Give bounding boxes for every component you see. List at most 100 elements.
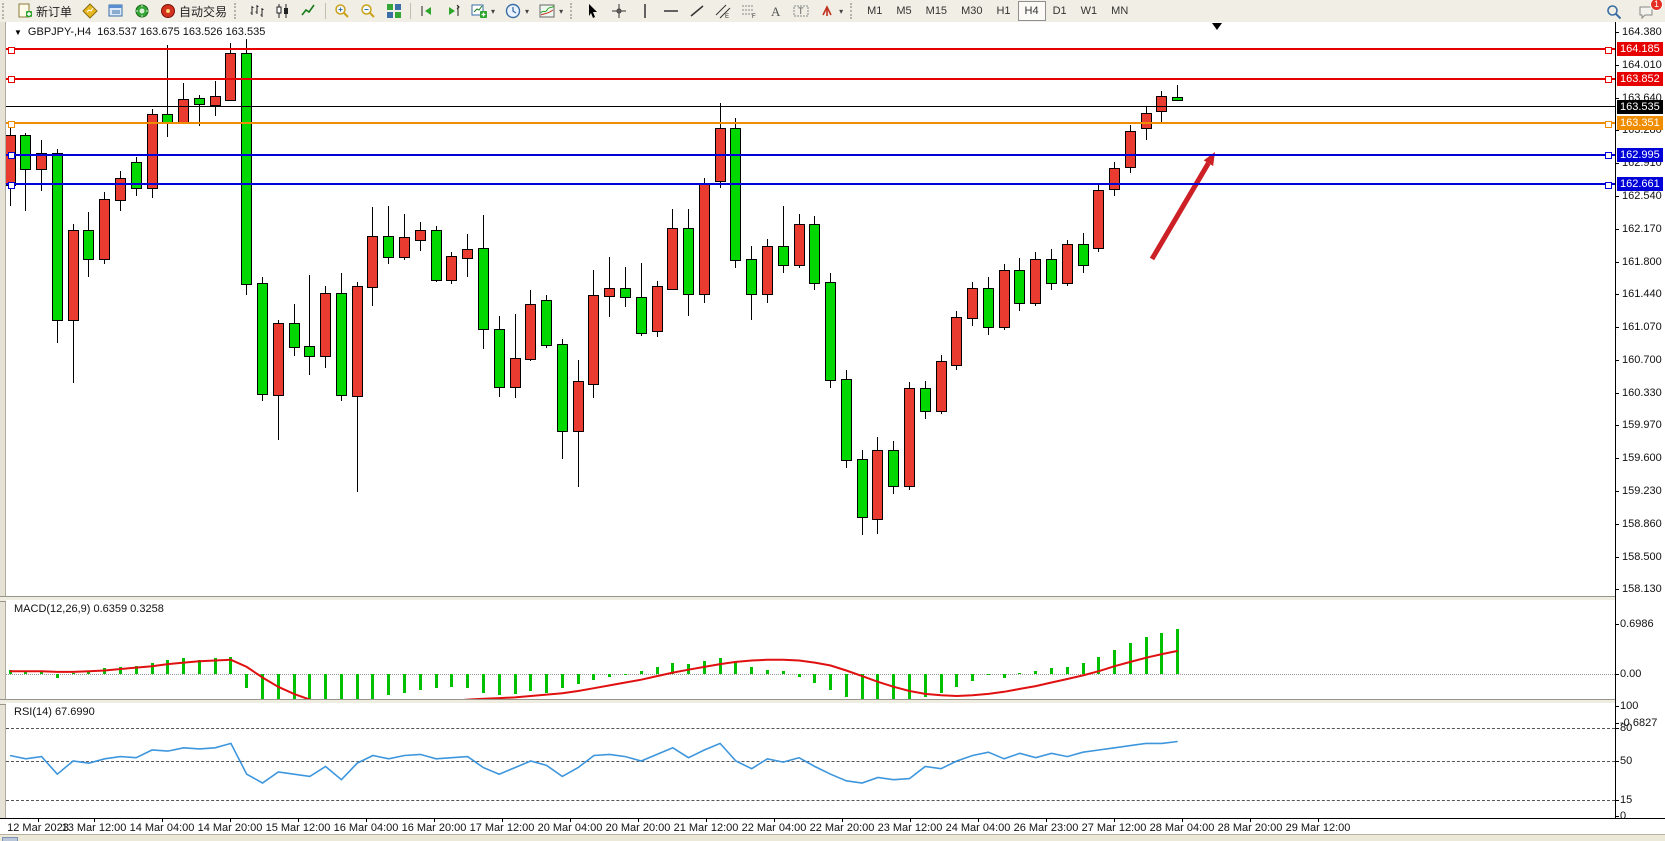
market-watch-button[interactable]	[77, 0, 103, 22]
timeframe-w1-button[interactable]: W1	[1080, 5, 1098, 17]
new-order-button[interactable]: 新订单	[12, 0, 77, 22]
macd-histogram-bar	[892, 674, 896, 700]
candle-body	[572, 380, 584, 433]
trendline-button[interactable]	[684, 0, 710, 22]
timeframe-m1-button[interactable]: M1	[867, 5, 883, 17]
line-handle[interactable]	[1605, 46, 1612, 54]
timeframe-h4-button[interactable]: H4	[1017, 1, 1046, 21]
chevron-down-icon: ▾	[839, 6, 844, 16]
macd-histogram-bar	[513, 674, 517, 694]
zoom-out-button[interactable]	[355, 0, 381, 22]
horizontal-level-line[interactable]	[6, 106, 1615, 108]
horizontal-level-line[interactable]	[6, 48, 1615, 51]
candle-body	[335, 293, 347, 397]
main-price-plot[interactable]: ▼ GBPJPY-,H4 163.537 163.675 163.526 163…	[6, 22, 1615, 596]
candle-wick	[198, 94, 200, 126]
price-tick	[1616, 195, 1619, 197]
chart-title-caret-icon[interactable]: ▼	[14, 27, 22, 37]
line-handle[interactable]	[1605, 152, 1612, 160]
line-handle[interactable]	[8, 152, 15, 160]
line-handle[interactable]	[1605, 76, 1612, 84]
macd-histogram-bar	[608, 674, 612, 677]
timeframe-h1-button[interactable]: H1	[996, 5, 1011, 17]
horizontal-level-line[interactable]	[6, 77, 1615, 80]
cursor-button[interactable]	[580, 0, 606, 22]
macd-histogram-bar	[197, 659, 201, 674]
crosshair-button[interactable]	[606, 0, 632, 22]
timeframe-m30-button[interactable]: M30	[961, 5, 983, 17]
candle-body	[951, 317, 963, 366]
vline-button[interactable]	[632, 0, 658, 22]
time-tick-label: 29 Mar 12:00	[1285, 822, 1351, 834]
chart-shift-icon	[419, 3, 435, 19]
candle-body	[304, 346, 316, 358]
timeframe-d1-button[interactable]: D1	[1052, 5, 1067, 17]
macd-tick-label: 0.6986	[1620, 618, 1654, 631]
navigator-button[interactable]	[129, 0, 155, 22]
auto-scroll-button[interactable]	[440, 0, 466, 22]
time-tick-label: 28 Mar 20:00	[1217, 822, 1283, 834]
timeframe-mn-button[interactable]: MN	[1111, 5, 1129, 17]
label-button[interactable]: T	[788, 0, 814, 22]
candlestick-icon	[275, 3, 291, 19]
line-handle[interactable]	[8, 181, 15, 189]
chat-button[interactable]: 1	[1633, 0, 1663, 23]
fibo-button[interactable]: F	[736, 0, 762, 22]
macd-panel[interactable]: MACD(12,26,9) 0.6359 0.3258	[6, 600, 1615, 700]
macd-histogram-bar	[103, 668, 107, 674]
chart-shift-button[interactable]	[414, 0, 440, 22]
zoom-in-button[interactable]	[329, 0, 355, 22]
horizontal-scrollbar[interactable]	[0, 834, 1665, 841]
candle-body	[36, 153, 48, 171]
macd-histogram-bar	[592, 674, 596, 680]
line-handle[interactable]	[8, 120, 15, 128]
chart-window[interactable]: ▼ GBPJPY-,H4 163.537 163.675 163.526 163…	[0, 22, 1665, 841]
macd-histogram-bar	[24, 670, 28, 674]
candle-body	[730, 128, 742, 262]
autotrade-button[interactable]: 自动交易	[155, 0, 232, 22]
data-window-button[interactable]	[103, 0, 129, 22]
search-button[interactable]	[1601, 1, 1627, 23]
macd-histogram-bar	[339, 674, 343, 700]
line-handle[interactable]	[1605, 181, 1612, 189]
text-button[interactable]: A	[762, 0, 788, 22]
channel-button[interactable]: E	[710, 0, 736, 22]
horizontal-level-line[interactable]	[6, 153, 1615, 156]
timeframe-m15-button[interactable]: M15	[925, 5, 948, 17]
template-button[interactable]: ▾	[534, 0, 568, 22]
line-handle[interactable]	[8, 76, 15, 84]
macd-histogram-bar	[150, 662, 154, 674]
line-handle[interactable]	[1605, 120, 1612, 128]
new-chart-button[interactable]: ▾	[466, 0, 500, 22]
price-axis[interactable]: 164.380 164.010 163.640 163.280 162.910 162.5…	[1616, 22, 1665, 822]
macd-histogram-bar	[860, 674, 864, 700]
tile-windows-button[interactable]	[381, 0, 407, 22]
candle-wick	[609, 256, 611, 317]
horizontal-level-line[interactable]	[6, 122, 1615, 125]
line-handle[interactable]	[8, 46, 15, 54]
candle-wick	[309, 275, 311, 375]
candle-body	[793, 224, 805, 266]
price-tick	[1616, 556, 1619, 558]
candle-wick	[1177, 84, 1179, 98]
bar-chart-button[interactable]	[244, 0, 270, 22]
arrows-button[interactable]: ▾	[814, 0, 848, 22]
hline-button[interactable]	[658, 0, 684, 22]
scrollbar-thumb[interactable]	[2, 837, 18, 841]
candle-body	[1156, 96, 1168, 112]
chart-shift-marker-icon[interactable]	[1212, 23, 1222, 30]
candle-body	[178, 99, 190, 124]
line-chart-button[interactable]	[296, 0, 322, 22]
rsi-panel[interactable]: RSI(14) 67.6990	[6, 703, 1615, 818]
zoom-out-icon	[360, 3, 376, 19]
macd-histogram-bar	[813, 674, 817, 683]
candle-body	[604, 287, 616, 297]
candlestick-button[interactable]	[270, 0, 296, 22]
horizontal-level-line[interactable]	[6, 183, 1615, 186]
price-line-badge: 162.995	[1617, 147, 1663, 162]
period-clock-button[interactable]: ▾	[500, 0, 534, 22]
time-axis[interactable]: 12 Mar 2023 13 Mar 12:00 14 Mar 04:00 14 Ma…	[0, 818, 1665, 835]
timeframe-m5-button[interactable]: M5	[896, 5, 912, 17]
macd-histogram-bar	[119, 666, 122, 674]
